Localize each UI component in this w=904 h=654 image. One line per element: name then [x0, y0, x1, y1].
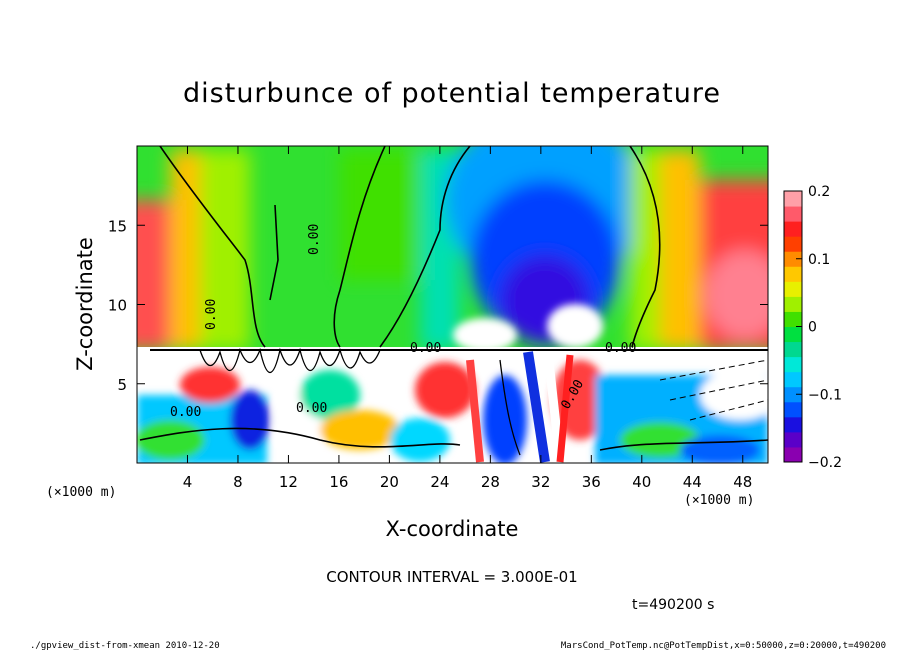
x-tick-label: 36 [582, 473, 601, 491]
neg-contours [659, 359, 768, 421]
colorbar-ticks: 0.2 0.1 0 −0.1 −0.2 [796, 184, 842, 471]
colorbar-tick-label: −0.2 [808, 455, 842, 471]
x-unit-left: (×1000 m) [46, 485, 116, 500]
x-tick-label: 44 [683, 473, 702, 491]
colorbar-segment [784, 206, 802, 222]
contour-label: 0.00 [605, 341, 636, 356]
x-tick-label: 20 [380, 473, 399, 491]
plot-area: 0.00 0.00 0.00 0.00 0.00 0.00 0.00 [137, 146, 768, 463]
colorbar-segment [784, 251, 802, 267]
footer-left: ./gpview_dist-from-xmean 2010-12-20 [30, 641, 220, 651]
colorbar-segment [784, 416, 802, 433]
x-tick-label: 40 [632, 473, 651, 491]
colorbar-tick-label: 0.1 [808, 252, 830, 268]
lower-field [137, 360, 768, 463]
y-tick-label: 5 [117, 376, 127, 394]
colorbar-segment [784, 371, 802, 388]
colorbar-tick-label: −0.1 [808, 387, 842, 403]
y-tick-label: 10 [108, 297, 127, 315]
contour-label: 0.00 [296, 401, 327, 416]
x-tick-label: 28 [481, 473, 500, 491]
colorbar-segment [784, 341, 802, 358]
lower-streaks [466, 351, 574, 463]
colorbar-segment [784, 386, 802, 403]
x-unit-right: (×1000 m) [684, 493, 754, 508]
chart-title: disturbunce of potential temperature [183, 78, 721, 109]
x-tick-label: 48 [733, 473, 752, 491]
contour-label: 0.00 [170, 405, 201, 420]
colorbar-segment [784, 296, 802, 312]
y-axis-label: Z-coordinate [73, 237, 97, 371]
x-tick-label: 12 [279, 473, 298, 491]
colorbar-segment [784, 446, 802, 463]
zero-contours [139, 146, 768, 451]
contour-label: 0.00 [410, 341, 441, 356]
colorbar-tick-label: 0 [808, 320, 817, 336]
y-axis: 5 10 15 [108, 217, 768, 394]
x-tick-label: 16 [329, 473, 348, 491]
time-label: t=490200 s [632, 597, 714, 613]
contour-label: 0.00 [307, 224, 322, 255]
noisy-contours [150, 347, 768, 456]
colorbar-segment [784, 401, 802, 418]
colorbar [783, 190, 803, 463]
x-tick-label: 4 [183, 473, 193, 491]
colorbar-segment [784, 191, 802, 207]
near-surface-highs [453, 304, 603, 352]
y-tick-label: 15 [108, 217, 127, 235]
footer-right: MarsCond_PotTemp.nc@PotTempDist,x=0:5000… [560, 641, 886, 651]
colorbar-segment [784, 236, 802, 252]
colorbar-segment [784, 326, 802, 343]
x-axis: 4 8 12 16 20 24 28 32 36 40 44 48 [183, 146, 752, 491]
x-axis-label: X-coordinate [386, 517, 519, 541]
colorbar-segment [784, 356, 802, 373]
contour-label: 0.00 [204, 299, 219, 330]
colorbar-segment [784, 281, 802, 297]
colorbar-segment [784, 221, 802, 237]
contour-interval-text: CONTOUR INTERVAL = 3.000E-01 [326, 568, 577, 586]
x-tick-label: 8 [233, 473, 243, 491]
x-tick-label: 32 [531, 473, 550, 491]
colorbar-segment [784, 311, 802, 327]
x-tick-label: 24 [430, 473, 449, 491]
colorbar-tick-label: 0.2 [808, 184, 830, 200]
colorbar-segment [784, 266, 802, 282]
colorbar-segment [784, 431, 802, 448]
